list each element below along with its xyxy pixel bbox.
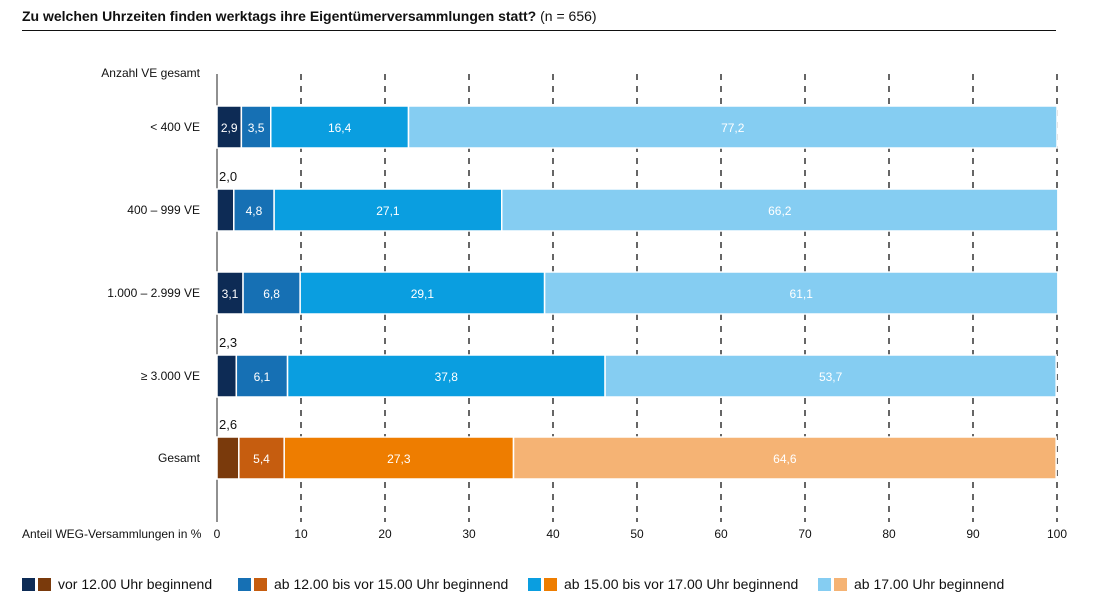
legend-swatch-blue bbox=[528, 577, 541, 591]
bar-segment bbox=[283, 436, 515, 480]
data-label: 5,4 bbox=[253, 452, 270, 466]
chart-title: Zu welchen Uhrzeiten finden werktags ihr… bbox=[22, 8, 597, 24]
x-tick-label: 80 bbox=[882, 527, 896, 541]
bar-segment bbox=[543, 271, 1059, 315]
category-label: Gesamt bbox=[158, 451, 201, 465]
x-tick-label: 90 bbox=[966, 527, 980, 541]
title-rule bbox=[22, 30, 1056, 31]
bar-segment bbox=[238, 436, 285, 480]
legend-item: ab 15.00 bis vor 17.00 Uhr beginnend bbox=[528, 576, 798, 592]
bar-segment bbox=[216, 188, 235, 232]
legend-label: ab 15.00 bis vor 17.00 Uhr beginnend bbox=[564, 576, 799, 592]
legend-swatch-blue bbox=[818, 577, 831, 591]
data-label: 3,5 bbox=[248, 121, 265, 135]
legend-swatch-orange bbox=[834, 577, 847, 591]
category-label: < 400 VE bbox=[150, 120, 200, 134]
x-tick-label: 0 bbox=[214, 527, 221, 541]
x-tick-label: 10 bbox=[294, 527, 308, 541]
data-label: 2,0 bbox=[219, 169, 237, 184]
data-label: 4,8 bbox=[246, 204, 263, 218]
x-tick-label: 50 bbox=[630, 527, 644, 541]
bar-segment bbox=[604, 354, 1057, 398]
x-tick-label: 40 bbox=[546, 527, 560, 541]
category-label: ≥ 3.000 VE bbox=[141, 369, 200, 383]
legend-label: ab 17.00 Uhr beginnend bbox=[854, 576, 1005, 592]
legend-label: ab 12.00 bis vor 15.00 Uhr beginnend bbox=[274, 576, 509, 592]
bar-segment bbox=[235, 354, 289, 398]
bar-segment bbox=[270, 105, 410, 149]
data-label: 2,3 bbox=[219, 335, 237, 350]
bar-segment bbox=[240, 105, 272, 149]
data-label: 53,7 bbox=[819, 370, 843, 384]
chart-title-main: Zu welchen Uhrzeiten finden werktags ihr… bbox=[22, 8, 537, 24]
legend-swatch-blue bbox=[238, 577, 251, 591]
bar-segment bbox=[233, 188, 275, 232]
data-label: 3,1 bbox=[222, 287, 239, 301]
x-tick-label: 60 bbox=[714, 527, 728, 541]
x-tick-label: 70 bbox=[798, 527, 812, 541]
x-tick-label: 30 bbox=[462, 527, 476, 541]
legend-item: ab 17.00 Uhr beginnend bbox=[818, 576, 1004, 592]
bar-segment bbox=[512, 436, 1057, 480]
legend-item: vor 12.00 Uhr beginnend bbox=[22, 576, 212, 592]
bar-segment bbox=[299, 271, 546, 315]
data-label: 2,9 bbox=[221, 121, 238, 135]
stacked-bar-chart: Anzahl VE gesamt 0 10 20 30 40 50 60 70 80 90 100 An… bbox=[22, 66, 1067, 541]
category-label: 400 – 999 VE bbox=[127, 203, 200, 217]
data-label: 6,1 bbox=[254, 370, 271, 384]
legend-label: vor 12.00 Uhr beginnend bbox=[58, 576, 213, 592]
data-label: 6,8 bbox=[263, 287, 280, 301]
legend-swatch-orange bbox=[38, 577, 51, 591]
bar-segment bbox=[216, 436, 240, 480]
data-label: 2,6 bbox=[219, 417, 237, 432]
bar-segment bbox=[407, 105, 1058, 149]
bar-segment bbox=[286, 354, 606, 398]
data-label: 77,2 bbox=[721, 121, 745, 135]
data-label: 66,2 bbox=[768, 204, 792, 218]
legend-item: ab 12.00 bis vor 15.00 Uhr beginnend bbox=[238, 576, 508, 592]
x-tick-label: 20 bbox=[378, 527, 392, 541]
data-label: 37,8 bbox=[435, 370, 459, 384]
data-label: 27,3 bbox=[387, 452, 411, 466]
data-label: 16,4 bbox=[328, 121, 352, 135]
legend-swatch-orange bbox=[254, 577, 267, 591]
category-label: 1.000 – 2.999 VE bbox=[107, 286, 200, 300]
legend-swatch-orange bbox=[544, 577, 557, 591]
data-label: 64,6 bbox=[773, 452, 797, 466]
x-axis-title: Anteil WEG-Versammlungen in % bbox=[22, 527, 202, 541]
y-axis-title: Anzahl VE gesamt bbox=[101, 66, 200, 80]
data-label: 27,1 bbox=[376, 204, 400, 218]
x-tick-label: 100 bbox=[1047, 527, 1067, 541]
data-label: 61,1 bbox=[790, 287, 814, 301]
bar-segment bbox=[501, 188, 1059, 232]
chart-title-note: (n = 656) bbox=[540, 8, 597, 24]
data-label: 29,1 bbox=[411, 287, 435, 301]
legend-swatch-blue bbox=[22, 577, 35, 591]
bar-segment bbox=[216, 354, 238, 398]
